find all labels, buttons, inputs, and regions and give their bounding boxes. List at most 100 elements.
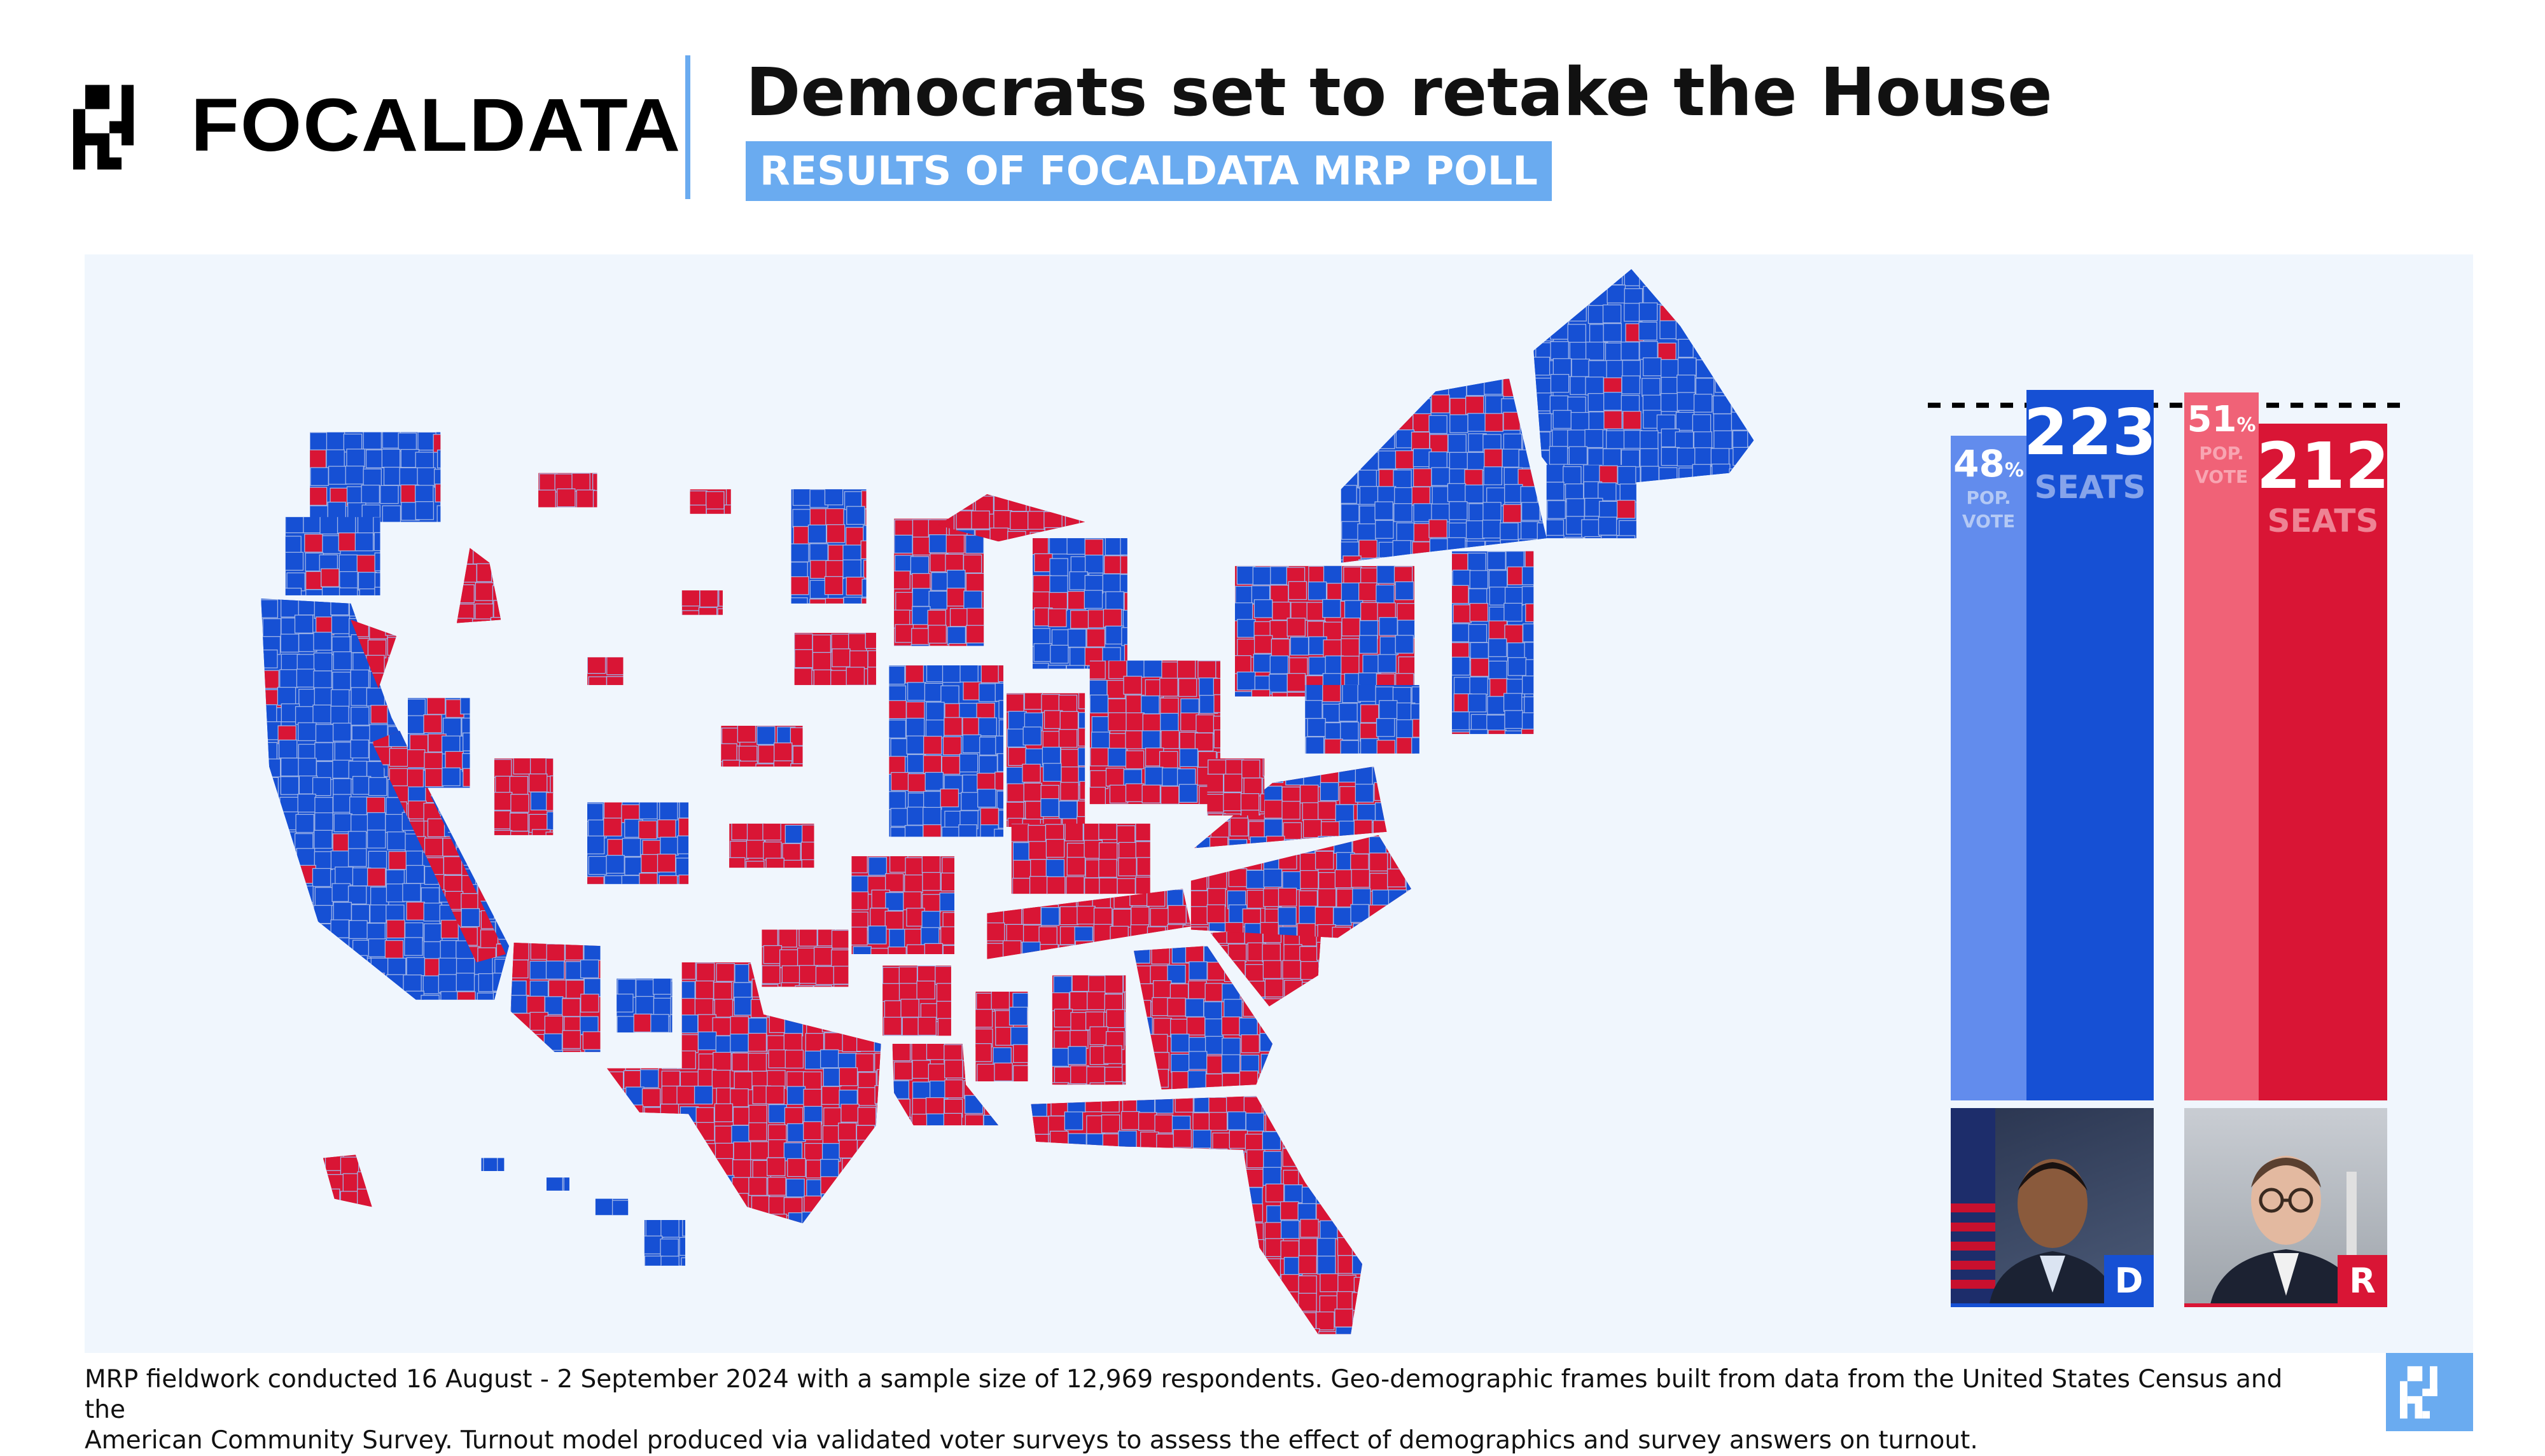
district [547, 811, 554, 831]
district [1341, 378, 1358, 396]
district [1377, 413, 1397, 433]
district [426, 698, 446, 715]
district [912, 606, 931, 625]
district [494, 829, 513, 835]
district [370, 705, 389, 724]
district [1213, 729, 1220, 749]
district [1136, 857, 1150, 877]
district [261, 758, 281, 778]
district [295, 814, 314, 833]
district [733, 1141, 752, 1161]
district [1122, 975, 1126, 993]
district [867, 667, 876, 685]
district [794, 667, 812, 685]
district [1204, 983, 1224, 1002]
district [912, 1060, 931, 1079]
district [366, 812, 386, 831]
district [617, 1016, 636, 1033]
district [475, 721, 494, 741]
district [1412, 719, 1419, 738]
state-mi [1033, 538, 1127, 669]
district [1130, 924, 1150, 943]
district [823, 1067, 842, 1087]
district [357, 1171, 372, 1191]
state-nm [617, 978, 673, 1033]
district [261, 866, 277, 885]
district [1067, 1291, 1086, 1310]
district [1229, 1130, 1248, 1149]
district [1067, 1083, 1087, 1085]
district [423, 941, 443, 960]
district [863, 525, 867, 544]
district [1581, 519, 1600, 538]
district [732, 1177, 751, 1196]
district [496, 855, 506, 875]
district [1040, 907, 1060, 926]
district [1385, 835, 1405, 854]
district [422, 634, 442, 653]
district [790, 763, 803, 767]
district [1110, 941, 1129, 959]
district [1187, 1070, 1207, 1090]
district [262, 618, 282, 637]
district [1469, 676, 1488, 696]
district [870, 948, 889, 955]
district [1533, 431, 1551, 450]
district [459, 838, 478, 857]
district [1711, 269, 1730, 288]
district [1136, 1096, 1155, 1114]
district [1054, 1030, 1073, 1050]
district [1449, 501, 1468, 520]
district [1210, 1256, 1230, 1275]
district [1262, 758, 1265, 777]
district [1040, 798, 1059, 817]
district [587, 835, 605, 855]
state-ar [882, 965, 951, 1036]
district [676, 981, 695, 1000]
district [966, 625, 984, 644]
district [641, 854, 660, 873]
district [369, 620, 388, 639]
district [1678, 286, 1698, 306]
district [1119, 1313, 1138, 1333]
district [1008, 711, 1027, 730]
district [546, 792, 554, 811]
district [1522, 623, 1534, 642]
rep-seats-label: SEATS [2267, 503, 2379, 540]
district [695, 980, 715, 999]
district [813, 946, 833, 966]
district [1262, 1167, 1281, 1186]
district [1520, 486, 1540, 505]
district [330, 919, 349, 938]
district [606, 1088, 625, 1107]
district [1314, 850, 1334, 870]
district [734, 1071, 753, 1090]
district [1066, 1240, 1085, 1259]
district [1052, 992, 1070, 1011]
district [1412, 413, 1432, 433]
district [1063, 494, 1082, 512]
district [1245, 1239, 1264, 1258]
district [298, 599, 317, 616]
district [1552, 358, 1572, 377]
district [332, 794, 352, 813]
district [1089, 660, 1106, 679]
district [1172, 1255, 1192, 1275]
district [415, 501, 435, 520]
district [964, 1095, 984, 1114]
district [424, 752, 443, 771]
district [1404, 924, 1411, 938]
district [958, 824, 977, 837]
district [606, 1125, 625, 1145]
district [677, 962, 696, 980]
district [1375, 520, 1394, 539]
district [1586, 270, 1605, 289]
district [1166, 889, 1186, 908]
district [350, 814, 370, 833]
district [1173, 1129, 1192, 1148]
district [606, 1104, 624, 1123]
district [1282, 1147, 1302, 1167]
district [842, 1158, 861, 1177]
district [846, 506, 865, 525]
district [588, 856, 608, 875]
